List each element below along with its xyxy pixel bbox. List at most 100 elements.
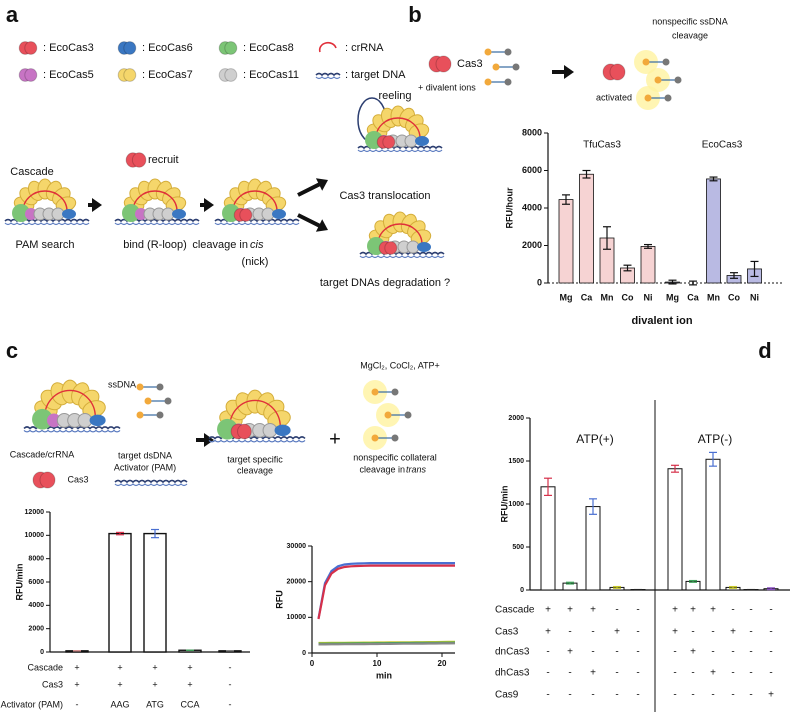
label: EcoCas3 — [702, 140, 743, 151]
quench — [512, 63, 520, 71]
cas5 — [47, 413, 61, 428]
label: - — [711, 690, 714, 701]
label: - — [591, 647, 594, 658]
label: (nick) — [242, 256, 269, 268]
label: + — [672, 627, 678, 638]
protein — [39, 471, 56, 489]
label: + — [187, 679, 192, 689]
label: + — [545, 605, 551, 616]
label: - — [615, 690, 618, 701]
fluor — [371, 434, 379, 442]
cas8 — [122, 204, 140, 222]
label: + — [329, 428, 341, 450]
cas8 — [32, 408, 53, 430]
fluor — [644, 94, 652, 102]
dna — [114, 479, 188, 484]
protein — [435, 55, 452, 73]
label: - — [749, 627, 752, 638]
label: 6000 — [28, 579, 44, 586]
label: Co — [728, 292, 740, 302]
label: 10 — [373, 659, 382, 668]
label: divalent ion — [631, 315, 692, 327]
label: 8000 — [522, 127, 542, 137]
protein — [224, 41, 238, 55]
quench — [664, 94, 672, 102]
dna — [4, 222, 90, 226]
label: Cascade — [10, 166, 53, 178]
label: Activator (PAM) — [1, 699, 63, 709]
label: ATP(+) — [576, 432, 613, 446]
label: - — [615, 647, 618, 658]
quench — [674, 76, 682, 84]
fluor — [384, 411, 392, 419]
label: + — [187, 662, 192, 672]
cas6 — [62, 209, 76, 219]
dna — [114, 222, 200, 226]
label: ATG — [146, 699, 164, 709]
crrna — [44, 389, 96, 417]
cas5 — [135, 208, 147, 220]
label: 10000 — [25, 532, 45, 539]
cas6 — [172, 209, 186, 219]
label: trans — [406, 464, 427, 474]
label: 1000 — [508, 501, 524, 508]
label: + — [690, 605, 696, 616]
label: ssDNA — [108, 379, 136, 389]
fluor — [642, 58, 650, 66]
label: : EcoCas5 — [43, 69, 94, 81]
label: - — [591, 690, 594, 701]
crrna — [375, 117, 421, 139]
bar — [667, 468, 683, 591]
label: 10000 — [287, 614, 307, 621]
label: - — [568, 668, 571, 679]
label: nonspecific collateral — [353, 452, 437, 462]
label: 1500 — [508, 458, 524, 465]
label: : EcoCas3 — [43, 42, 94, 54]
quench — [164, 397, 172, 405]
label: 0 — [310, 659, 315, 668]
quench — [662, 58, 670, 66]
crrna — [377, 223, 423, 245]
label: - — [731, 647, 734, 658]
label: + — [117, 679, 122, 689]
label: cleavage in — [192, 239, 248, 251]
label: - — [229, 699, 232, 709]
label: 2000 — [28, 626, 44, 633]
quench — [404, 411, 412, 419]
label: - — [636, 627, 639, 638]
label: + — [768, 690, 774, 701]
label: + — [730, 627, 736, 638]
label: + — [545, 627, 551, 638]
protein — [123, 41, 137, 55]
label: cleavage — [237, 465, 273, 475]
label: - — [76, 699, 79, 709]
quench — [156, 383, 164, 391]
protein — [384, 241, 398, 255]
label: d — [758, 338, 771, 363]
protein — [237, 423, 252, 440]
label: Cas3 — [457, 58, 483, 70]
label: Cas9 — [495, 690, 519, 701]
label: - — [636, 605, 639, 616]
label: target dsDNA — [118, 450, 172, 460]
label: 2000 — [508, 415, 524, 422]
cas8 — [12, 204, 30, 222]
label: - — [591, 627, 594, 638]
label: + — [672, 605, 678, 616]
label: Activator (PAM) — [114, 462, 176, 472]
label: cleavage in — [359, 464, 405, 474]
label: c — [6, 338, 18, 363]
label: - — [731, 690, 734, 701]
fluor — [484, 48, 492, 56]
label: - — [691, 690, 694, 701]
label: 20000 — [287, 579, 307, 586]
label: + — [710, 668, 716, 679]
label: 2000 — [522, 240, 542, 250]
label: activated — [596, 92, 632, 102]
arrow-head — [315, 219, 328, 232]
label: 0 — [302, 650, 306, 657]
cas6 — [272, 209, 286, 219]
label: dhCas3 — [495, 668, 530, 679]
protein — [239, 208, 253, 222]
quench — [391, 434, 399, 442]
